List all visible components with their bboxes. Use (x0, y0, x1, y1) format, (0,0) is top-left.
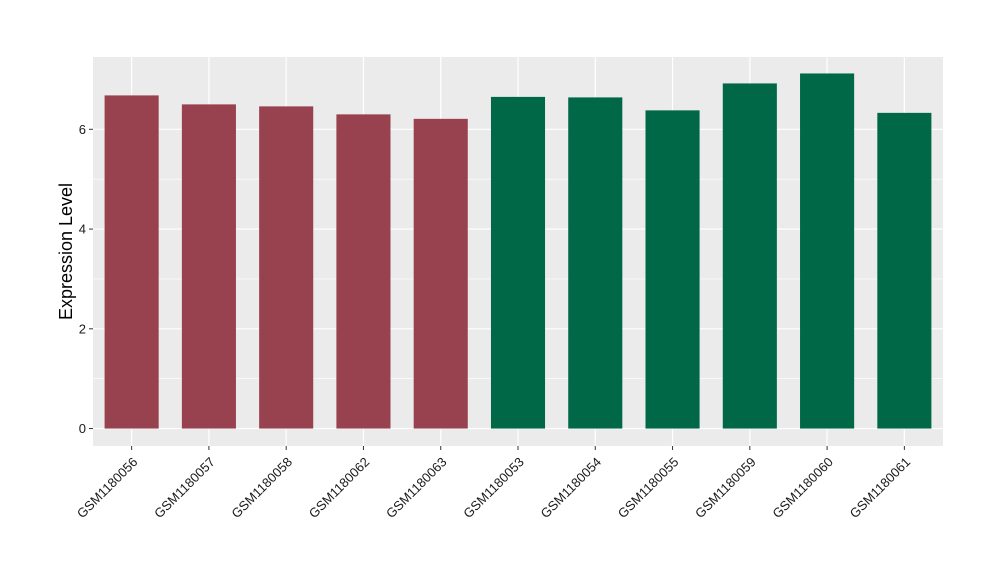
x-tick-label: GSM1180057 (151, 454, 218, 521)
bar (877, 112, 932, 429)
bars (104, 73, 932, 429)
bar (645, 110, 700, 429)
bar (104, 95, 159, 429)
x-tick-label: GSM1180060 (769, 454, 836, 521)
y-tick-label: 0 (79, 421, 86, 436)
y-axis: 0 2 4 6 (79, 122, 93, 436)
x-tick-label: GSM1180063 (383, 454, 450, 521)
y-tick-label: 4 (79, 222, 86, 237)
x-tick-label: GSM1180054 (538, 454, 605, 521)
y-tick-label: 2 (79, 321, 86, 336)
bar (490, 96, 546, 429)
bar (722, 83, 777, 429)
x-tick-label: GSM1180059 (692, 454, 759, 521)
bar (568, 97, 623, 429)
x-tick-label: GSM1180056 (74, 454, 141, 521)
bar (800, 73, 855, 429)
x-tick-label: GSM1180061 (847, 454, 914, 521)
bar (259, 106, 314, 429)
x-axis: GSM1180056 GSM1180057 GSM1180058 GSM1180062… (74, 446, 913, 521)
y-tick-label: 6 (79, 122, 86, 137)
bar (413, 118, 468, 429)
bar (181, 104, 236, 429)
x-tick-label: GSM1180055 (615, 454, 682, 521)
bar (336, 114, 391, 429)
y-axis-title: Expression Level (56, 183, 76, 320)
x-tick-label: GSM1180058 (228, 454, 295, 521)
x-tick-label: GSM1180053 (460, 454, 527, 521)
x-tick-label: GSM1180062 (306, 454, 373, 521)
